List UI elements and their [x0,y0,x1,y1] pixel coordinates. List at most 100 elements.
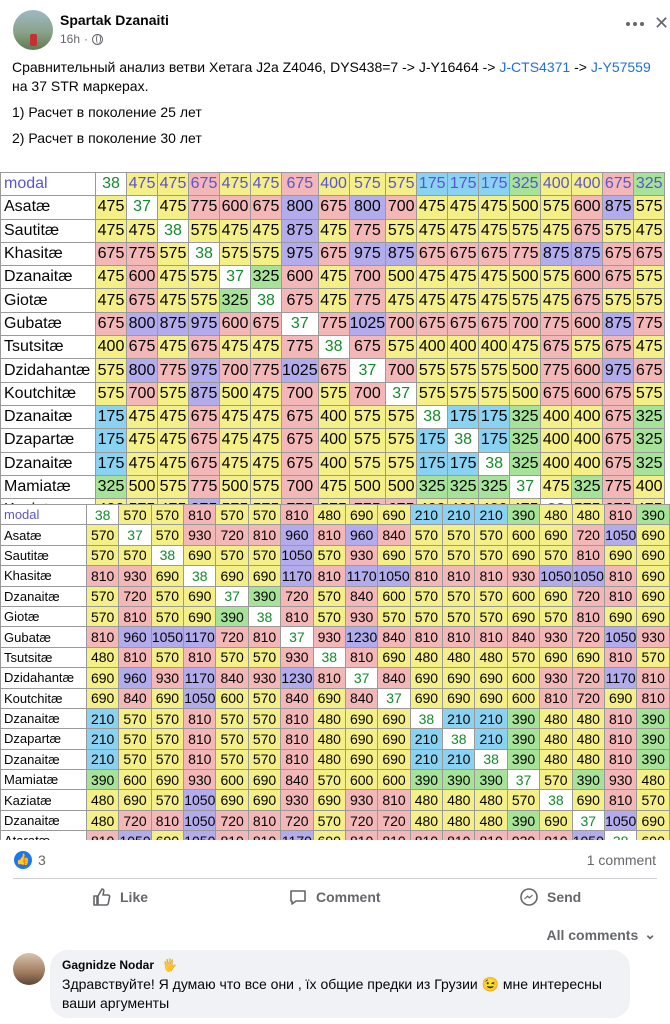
comment-button[interactable]: Comment [288,887,381,907]
table-cell: 675 [317,358,350,383]
table-cell: 570 [215,728,249,750]
table-cell: 775 [188,195,220,220]
table-cell: 575 [602,218,635,243]
table-cell: 690 [636,544,670,567]
table-cell: 690 [603,605,638,628]
table-cell: 720 [280,585,314,607]
commenter-name-row: Gagnidze Nodar 🖐 [62,958,618,972]
table-cell: 675 [317,241,350,267]
table-cell: 480 [312,748,346,771]
table-cell: 480 [312,707,346,730]
table-cell: 475 [478,288,511,313]
table-cell: 210 [409,748,444,771]
table-cell: 675 [126,335,158,360]
post-time[interactable]: 16h [60,32,81,46]
table-row: Dzanaitæ 175 475 475 675 475 475 675 400 575 575 17… [0,451,666,476]
table-cell: 475 [250,404,282,430]
table-cell: 975 [602,358,635,383]
close-icon[interactable]: ✕ [654,13,670,33]
table-cell: 475 [447,265,480,290]
wave-icon: 🖐 [162,958,177,972]
table-cell: 575 [571,335,604,360]
table-cell: 600 [571,195,604,220]
hashtag-link-cts4371[interactable]: J-CTS4371 [499,59,571,75]
table-cell: 875 [157,311,189,337]
table-cell: 690 [636,809,670,832]
table-cell: 675 [281,404,319,430]
row-name: Mamiatæ [0,769,87,791]
table-cell: 810 [474,626,508,648]
table-row: Gubatæ 675 800 875 975 600 675 37 775 1025 700 675 6… [0,311,666,337]
table-cell: 1025 [281,358,319,383]
post-text-suffix: на 37 STR маркерах. [12,78,149,94]
table-cell: 480 [539,728,573,750]
table-cell: 390 [506,707,541,730]
commenter-name[interactable]: Gagnidze Nodar [62,958,155,972]
table-row: Dzanaitæ 570 720 570 690 37 390 720 570 840 600 570… [0,585,670,607]
comment-count[interactable]: 1 comment [586,852,656,868]
table-cell: 475 [126,171,158,197]
table-cell: 720 [571,524,605,546]
like-button[interactable]: Like [92,887,148,907]
author-name[interactable]: Spartak Dzanaiti [60,12,169,28]
table-cell: 810 [603,503,638,526]
table-cell: 810 [183,728,217,750]
table-cell: 325 [95,474,127,500]
table-cell: 575 [317,381,350,406]
table-row: Kaziatæ 480 690 570 1050 690 690 930 690 930 810 48… [0,789,670,811]
table-cell: 675 [602,451,635,476]
row-name: Giotæ [0,288,96,313]
like-count[interactable]: 3 [38,852,46,868]
table-cell: 500 [509,265,542,290]
table-cell: 1050 [603,524,638,546]
table-cell: 675 [281,171,319,197]
table-cell: 810 [409,565,444,587]
table-cell: 570 [150,789,185,811]
table-cell: 810 [474,565,508,587]
author-avatar[interactable] [13,10,53,50]
table-cell: 810 [636,667,670,689]
table-cell: 720 [118,809,152,832]
table-cell: 1025 [348,311,387,337]
table-cell: 400 [633,474,666,500]
str-table-25: modal 38 475 475 675 475 475 675 400 575 575 175 175… [0,171,666,523]
table-cell: 390 [247,585,282,607]
table-cell: 475 [447,288,480,313]
table-cell: 675 [188,335,220,360]
table-cell: 575 [447,381,480,406]
table-cell: 38 [157,218,189,243]
table-cell: 690 [506,544,541,567]
table-cell: 475 [250,428,282,453]
table-cell: 575 [602,288,635,313]
table-cell: 810 [603,585,638,607]
table-cell: 570 [377,605,411,628]
table-cell: 480 [442,789,476,811]
like-reaction-icon[interactable]: 👍 [14,851,32,869]
table-cell: 700 [509,311,542,337]
table-cell: 875 [385,241,418,267]
table-cell: 675 [540,381,573,406]
table-cell: 930 [344,544,379,567]
more-options-button[interactable] [626,18,648,30]
meta-separator: · [84,32,89,46]
hashtag-link-y57559[interactable]: J-Y57559 [590,59,651,75]
table-cell: 960 [118,667,152,689]
table-cell: 600 [219,311,251,337]
table-cell: 600 [506,585,541,607]
table-cell: 1050 [183,809,217,832]
table-cell: 500 [509,381,542,406]
table-cell: 325 [633,428,666,453]
table-cell: 675 [478,311,511,337]
table-cell: 775 [348,218,387,243]
reactions-bar: 👍 3 1 comment [0,848,670,872]
table-cell: 475 [157,335,189,360]
post-image[interactable]: modal 38 475 475 675 475 475 675 400 575 575 175 175… [0,166,670,840]
table-cell: 37 [219,265,251,290]
table-cell: 475 [416,265,449,290]
all-comments-filter[interactable]: All comments ⌄ [546,926,656,943]
table-cell: 675 [447,241,480,267]
commenter-avatar[interactable] [13,953,45,985]
table-cell: 37 [571,809,605,832]
table-row: Giotæ 475 675 475 575 325 38 675 475 775 475 475 475… [0,288,666,313]
send-button[interactable]: Send [519,887,581,907]
